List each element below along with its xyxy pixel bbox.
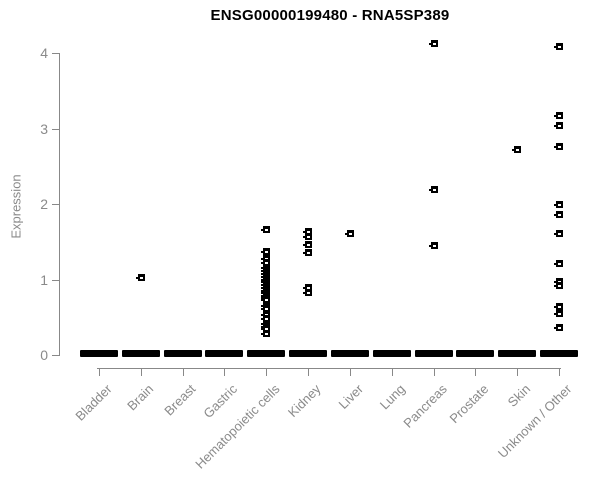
y-axis-tick-label: 2	[40, 196, 48, 212]
y-axis-tick	[52, 128, 59, 130]
data-point[interactable]	[554, 282, 564, 290]
x-axis-tick	[349, 369, 351, 376]
x-axis-tick	[140, 369, 142, 376]
zero-expression-cluster[interactable]	[163, 350, 202, 357]
x-axis-tick	[224, 369, 226, 376]
x-axis-category-label: Hematopoietic cells	[191, 381, 283, 472]
y-axis-tick	[52, 204, 59, 205]
x-axis-category-label: Skin	[504, 381, 534, 410]
data-point[interactable]	[554, 229, 564, 237]
x-axis-tick	[266, 369, 268, 376]
x-axis-tick	[308, 369, 310, 376]
data-point[interactable]	[261, 226, 271, 234]
x-axis-tick	[433, 369, 435, 376]
y-axis-tick-label: 4	[40, 45, 48, 61]
data-point[interactable]	[554, 260, 564, 268]
x-axis-category-label: Kidney	[285, 381, 325, 421]
data-point[interactable]	[554, 200, 564, 208]
y-axis-tick	[52, 279, 59, 281]
data-point[interactable]	[303, 283, 313, 291]
data-point[interactable]	[303, 248, 313, 256]
y-axis-tick	[52, 53, 59, 54]
x-axis-category-label: Prostate	[446, 381, 492, 427]
zero-expression-cluster[interactable]	[372, 350, 411, 357]
x-axis-line	[97, 368, 562, 369]
data-point[interactable]	[428, 186, 438, 194]
zero-expression-cluster[interactable]	[205, 350, 244, 357]
data-point[interactable]	[261, 314, 271, 322]
y-axis-tick-label: 3	[40, 120, 48, 137]
x-axis-category-label: Gastric	[200, 381, 241, 422]
zero-expression-cluster[interactable]	[540, 350, 579, 357]
data-point[interactable]	[554, 121, 564, 129]
x-axis-category-label: Lung	[376, 381, 408, 413]
zero-expression-cluster[interactable]	[414, 350, 453, 357]
x-axis-category-label: Unknown / Other	[495, 381, 575, 461]
zero-expression-cluster[interactable]	[330, 350, 369, 357]
y-axis-tick-label: 0	[40, 347, 48, 363]
x-axis-category-label: Liver	[335, 381, 366, 412]
data-point[interactable]	[554, 303, 564, 311]
x-axis-tick	[559, 369, 561, 376]
x-axis-tick	[475, 369, 477, 376]
y-axis-line	[59, 53, 60, 356]
data-point[interactable]	[135, 273, 145, 281]
x-axis-category-label: Brain	[124, 381, 157, 414]
x-axis-tick	[391, 369, 393, 376]
data-point[interactable]	[261, 330, 271, 338]
data-point[interactable]	[512, 146, 522, 154]
x-axis-category-label: Pancreas	[400, 381, 450, 431]
y-axis-tick-label: 1	[40, 271, 48, 288]
data-point[interactable]	[261, 248, 271, 256]
x-axis-category-label: Bladder	[72, 381, 115, 424]
data-point[interactable]	[261, 259, 271, 267]
zero-expression-cluster[interactable]	[456, 350, 495, 357]
y-axis-tick	[52, 355, 59, 356]
chart-title: ENSG00000199480 - RNA5SP389	[210, 7, 450, 24]
zero-expression-cluster[interactable]	[80, 350, 118, 357]
data-point[interactable]	[554, 309, 564, 317]
data-point[interactable]	[554, 112, 564, 120]
data-point[interactable]	[261, 296, 271, 304]
zero-expression-cluster[interactable]	[289, 350, 328, 357]
data-point[interactable]	[303, 232, 313, 240]
data-point[interactable]	[344, 229, 354, 237]
x-axis-tick	[517, 369, 519, 376]
data-point[interactable]	[554, 43, 564, 51]
data-point[interactable]	[428, 242, 438, 250]
zero-expression-cluster[interactable]	[247, 350, 286, 357]
data-point[interactable]	[554, 324, 564, 332]
x-axis-tick	[182, 369, 184, 376]
zero-expression-cluster[interactable]	[498, 350, 537, 357]
data-point[interactable]	[303, 288, 313, 296]
data-point[interactable]	[261, 254, 271, 262]
data-point[interactable]	[261, 304, 271, 312]
data-point[interactable]	[303, 228, 313, 236]
zero-expression-cluster[interactable]	[121, 350, 160, 357]
data-point[interactable]	[554, 211, 564, 219]
x-axis-category-label: Breast	[161, 381, 199, 419]
data-point[interactable]	[428, 39, 438, 47]
x-axis-tick	[99, 369, 100, 376]
data-point[interactable]	[261, 325, 271, 333]
data-point[interactable]	[554, 143, 564, 151]
data-point[interactable]	[303, 241, 313, 249]
